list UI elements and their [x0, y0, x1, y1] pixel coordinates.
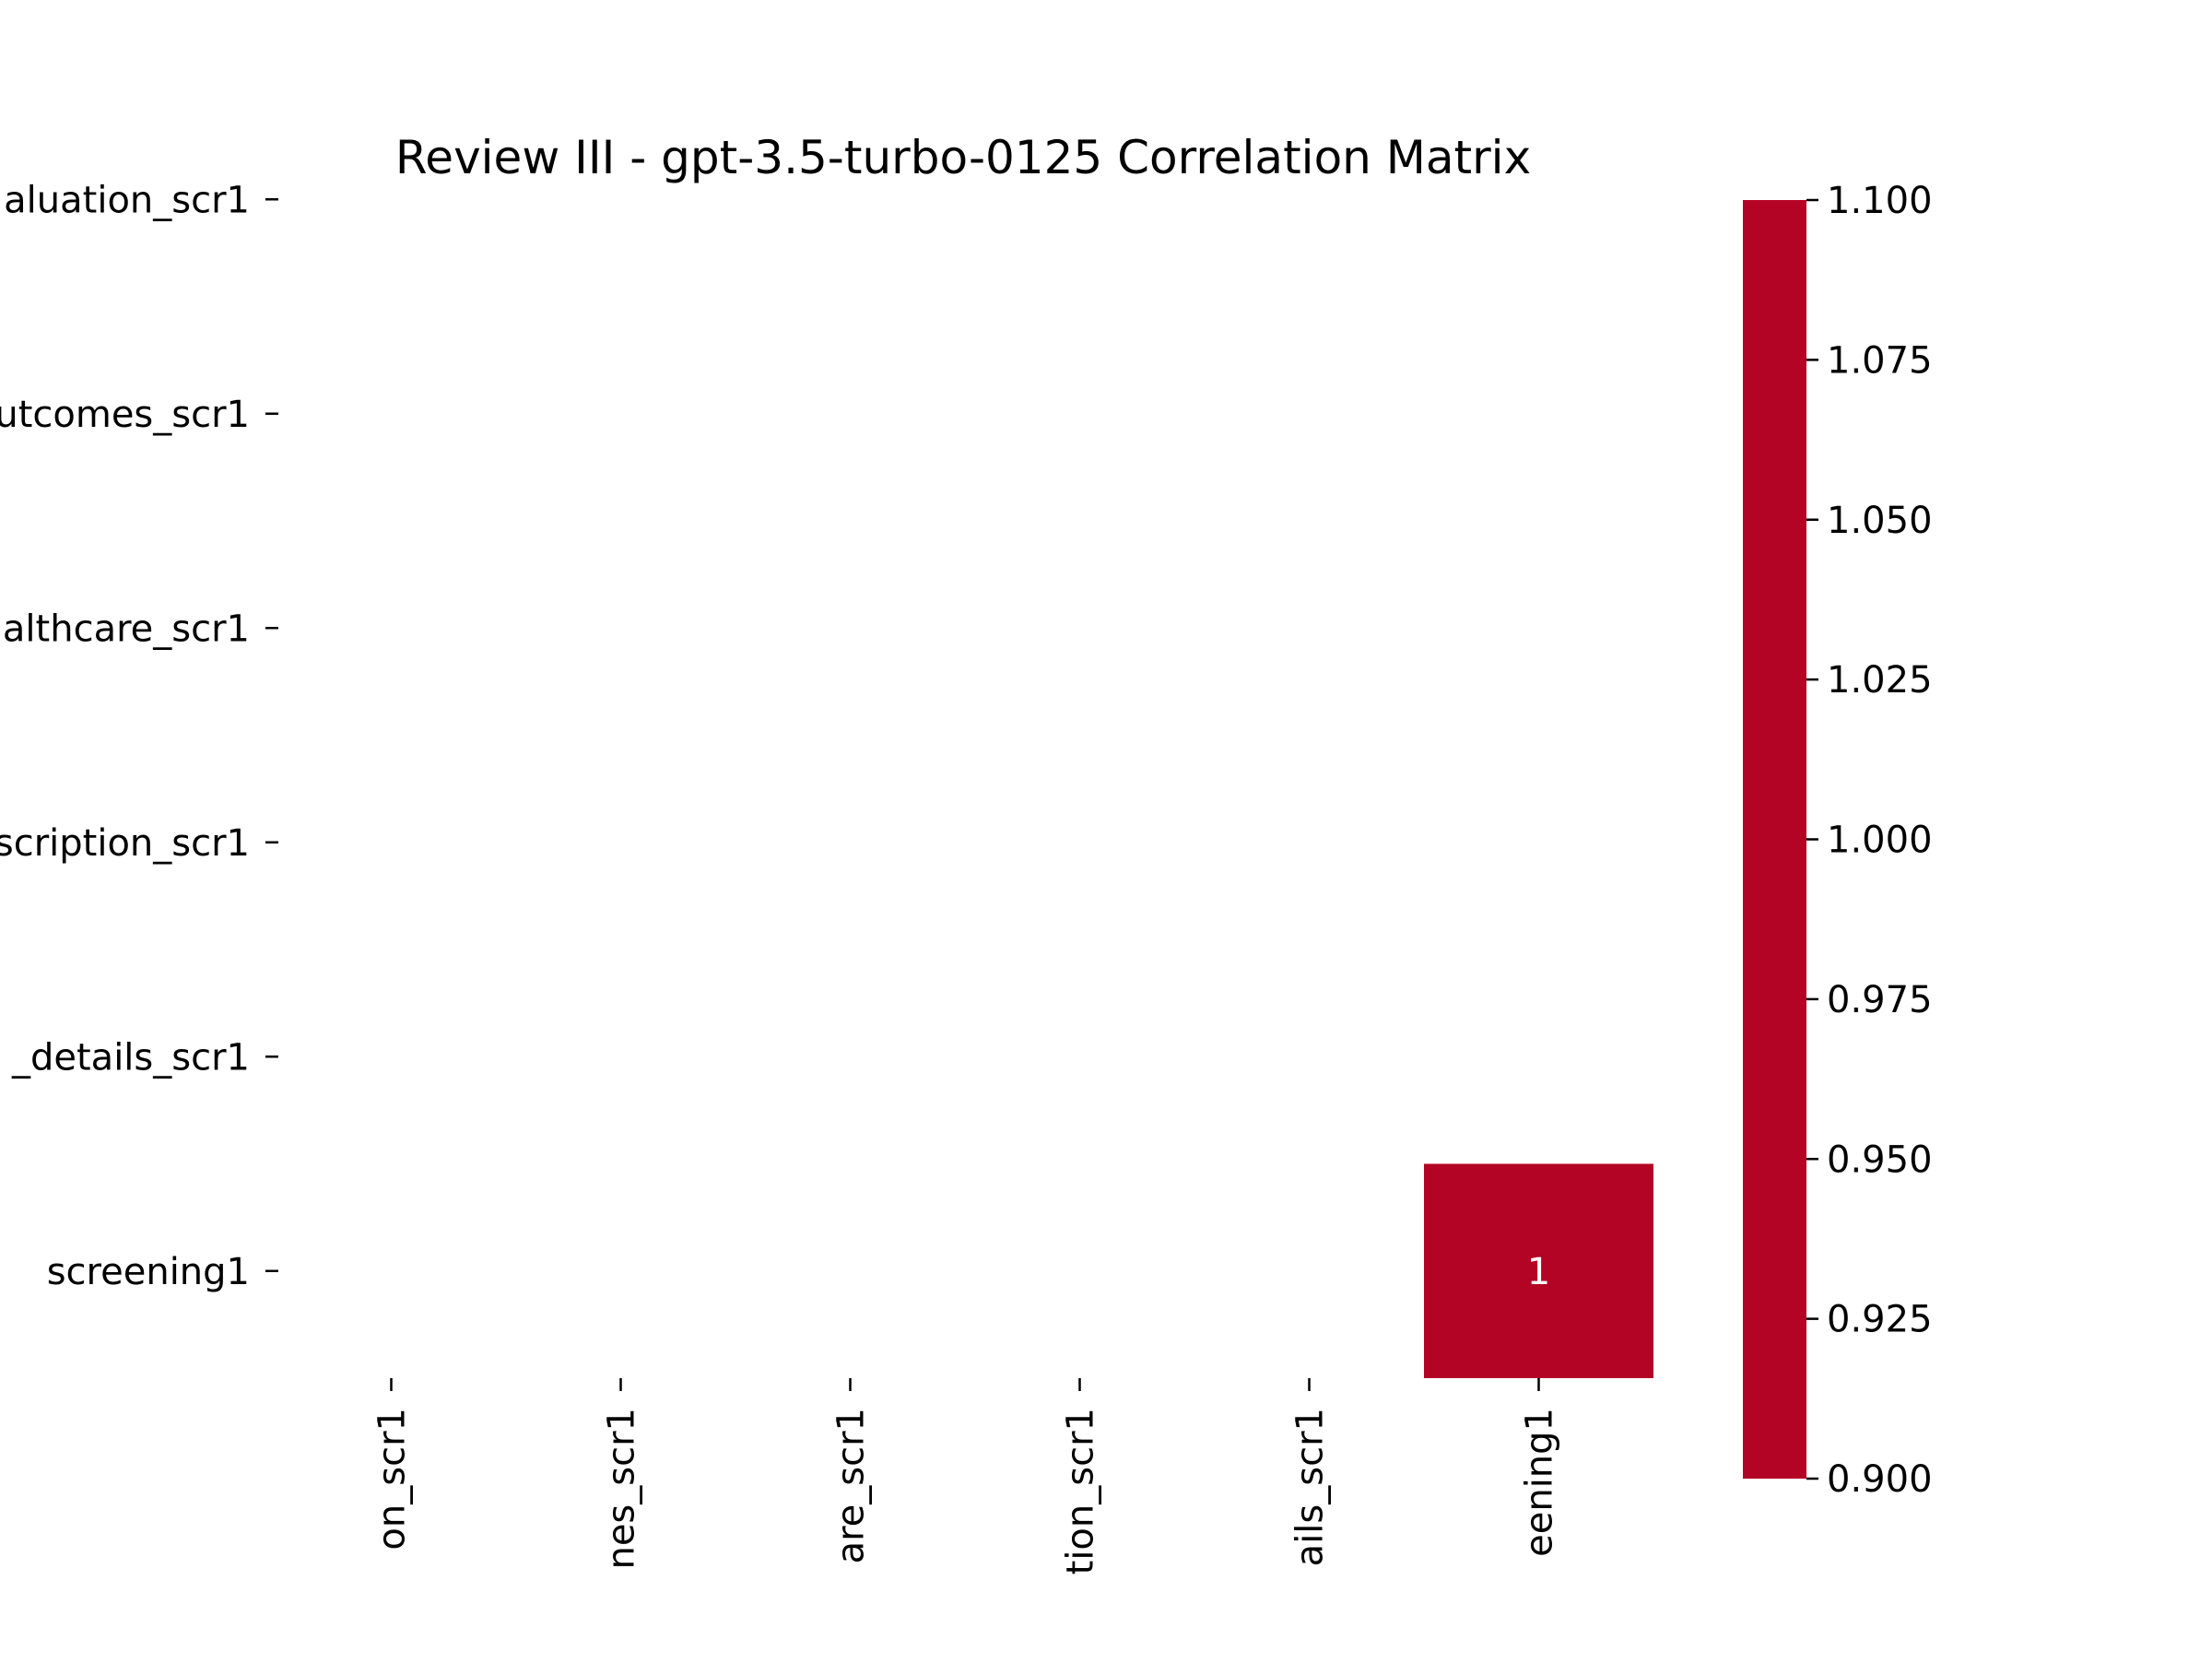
x-tick-label: on_scr1 — [371, 1408, 414, 1551]
colorbar-tick-label: 0.925 — [1827, 1299, 1933, 1341]
y-tick-label: screening1 — [47, 1251, 250, 1293]
colorbar-tick-label: 1.100 — [1827, 180, 1933, 222]
x-tick-label: ails_scr1 — [1289, 1408, 1332, 1566]
y-tick-label: althcare_scr1 — [3, 607, 250, 650]
colorbar-tick-label: 1.050 — [1827, 500, 1933, 542]
colorbar-bar — [1743, 200, 1806, 1479]
x-tick-label: eening1 — [1519, 1408, 1561, 1557]
y-axis: aluation_scr1 utcomes_scr1 althcare_scr1sc… — [0, 179, 278, 1293]
heatmap-cells: 1 — [1424, 1163, 1653, 1378]
colorbar-tick-label: 1.000 — [1827, 820, 1933, 862]
colorbar-tick-label: 0.950 — [1827, 1138, 1933, 1181]
colorbar-tick-label: 0.900 — [1827, 1458, 1933, 1501]
y-tick-label: utcomes_scr1 — [0, 394, 250, 436]
colorbar-tick-label: 1.025 — [1827, 659, 1933, 702]
y-tick-label: scription_scr1 — [0, 822, 250, 865]
cell-annotation: 1 — [1527, 1251, 1550, 1293]
y-tick-label: aluation_scr1 — [4, 179, 250, 221]
heatmap-cell — [1424, 1163, 1653, 1378]
x-tick-label: tion_scr1 — [1060, 1408, 1102, 1575]
x-axis: on_scr1 nes_scr1 are_scr1 tion_scr1 ails_scr… — [371, 1378, 1561, 1575]
x-tick-label: nes_scr1 — [601, 1408, 643, 1570]
colorbar: 0.900 0.925 0.950 0.975 1.000 1.025 1.050 1.075… — [1743, 180, 1933, 1501]
chart-title: Review III - gpt-3.5-turbo-0125 Correlat… — [395, 131, 1531, 184]
colorbar-tick-label: 1.075 — [1827, 339, 1933, 382]
colorbar-tick-label: 0.975 — [1827, 979, 1933, 1021]
x-tick-label: are_scr1 — [830, 1408, 873, 1563]
y-tick-label: _details_scr1 — [11, 1036, 250, 1079]
